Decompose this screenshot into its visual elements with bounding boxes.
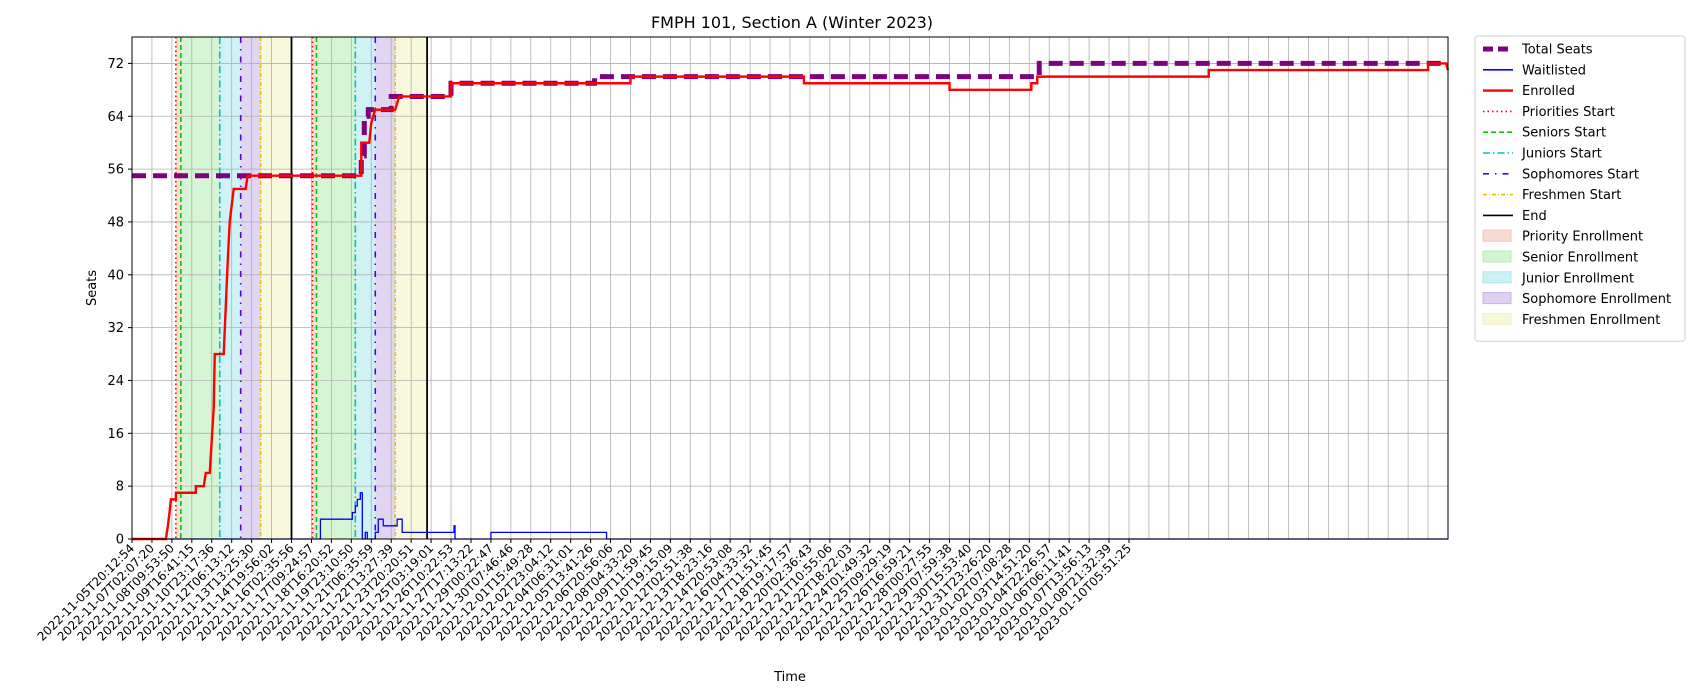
- legend-label: Priorities Start: [1522, 105, 1615, 120]
- data-series: [132, 60, 1450, 541]
- legend-label: Freshmen Start: [1522, 188, 1621, 203]
- band-junior-enrollment-2: [355, 37, 376, 539]
- legend-label: Priority Enrollment: [1522, 230, 1643, 245]
- y-axis-ticks: 0 8 16 24 32 40 48 56 64 72: [107, 57, 132, 548]
- legend: Total Seats Waitlisted Enrolled Priorities …: [1474, 35, 1686, 342]
- band-priority-enrollment-1: [175, 37, 181, 539]
- y-tick-label: 40: [107, 268, 124, 283]
- band-senior-enrollment-1: [180, 37, 220, 539]
- legend-swatch: [1482, 229, 1512, 242]
- series-enrolled: [132, 62, 1450, 541]
- legend-label: Sophomores Start: [1522, 167, 1639, 182]
- y-tick-label: 16: [107, 427, 124, 442]
- y-tick-label: 72: [107, 57, 124, 72]
- enrollment-phase-bands: [175, 37, 428, 539]
- band-senior-enrollment-2: [316, 37, 356, 539]
- y-tick-label: 32: [107, 321, 124, 336]
- legend-label: Seniors Start: [1522, 126, 1606, 141]
- band-freshmen-enrollment-1: [260, 37, 292, 539]
- legend-swatch: [1482, 312, 1512, 325]
- legend-swatch: [1482, 271, 1512, 284]
- band-sophomore-enrollment-1: [240, 37, 261, 539]
- band-sophomore-enrollment-2: [375, 37, 396, 539]
- legend-label: Freshmen Enrollment: [1522, 313, 1660, 328]
- chart-title: FMPH 101, Section A (Winter 2023): [651, 13, 933, 32]
- x-axis-ticks: 2022-11-05T20:12:542022-11-07T02:07:2020…: [35, 539, 1134, 644]
- legend-box: [1474, 35, 1686, 342]
- phase-boundary-lines: [175, 37, 429, 539]
- legend-label: End: [1522, 209, 1547, 224]
- legend-label: Total Seats: [1521, 43, 1593, 58]
- y-tick-label: 24: [107, 374, 124, 389]
- legend-label: Waitlisted: [1522, 63, 1586, 78]
- x-axis-label: Time: [773, 670, 806, 685]
- series-total-seats: [132, 60, 1448, 179]
- legend-label: Juniors Start: [1521, 147, 1602, 162]
- band-junior-enrollment-1: [219, 37, 241, 539]
- y-axis-label: Seats: [85, 270, 100, 306]
- y-tick-label: 64: [107, 110, 124, 125]
- legend-swatch: [1482, 250, 1512, 263]
- y-tick-label: 8: [116, 480, 124, 495]
- legend-label: Sophomore Enrollment: [1522, 292, 1671, 307]
- y-tick-label: 56: [107, 163, 124, 178]
- y-tick-label: 0: [116, 533, 124, 548]
- legend-swatch: [1482, 292, 1512, 305]
- band-priority-enrollment-2: [312, 37, 317, 539]
- series-waitlisted: [132, 492, 1448, 540]
- y-tick-label: 48: [107, 215, 124, 230]
- legend-label: Senior Enrollment: [1522, 251, 1638, 266]
- legend-label: Enrolled: [1522, 84, 1575, 99]
- legend-label: Junior Enrollment: [1521, 271, 1634, 286]
